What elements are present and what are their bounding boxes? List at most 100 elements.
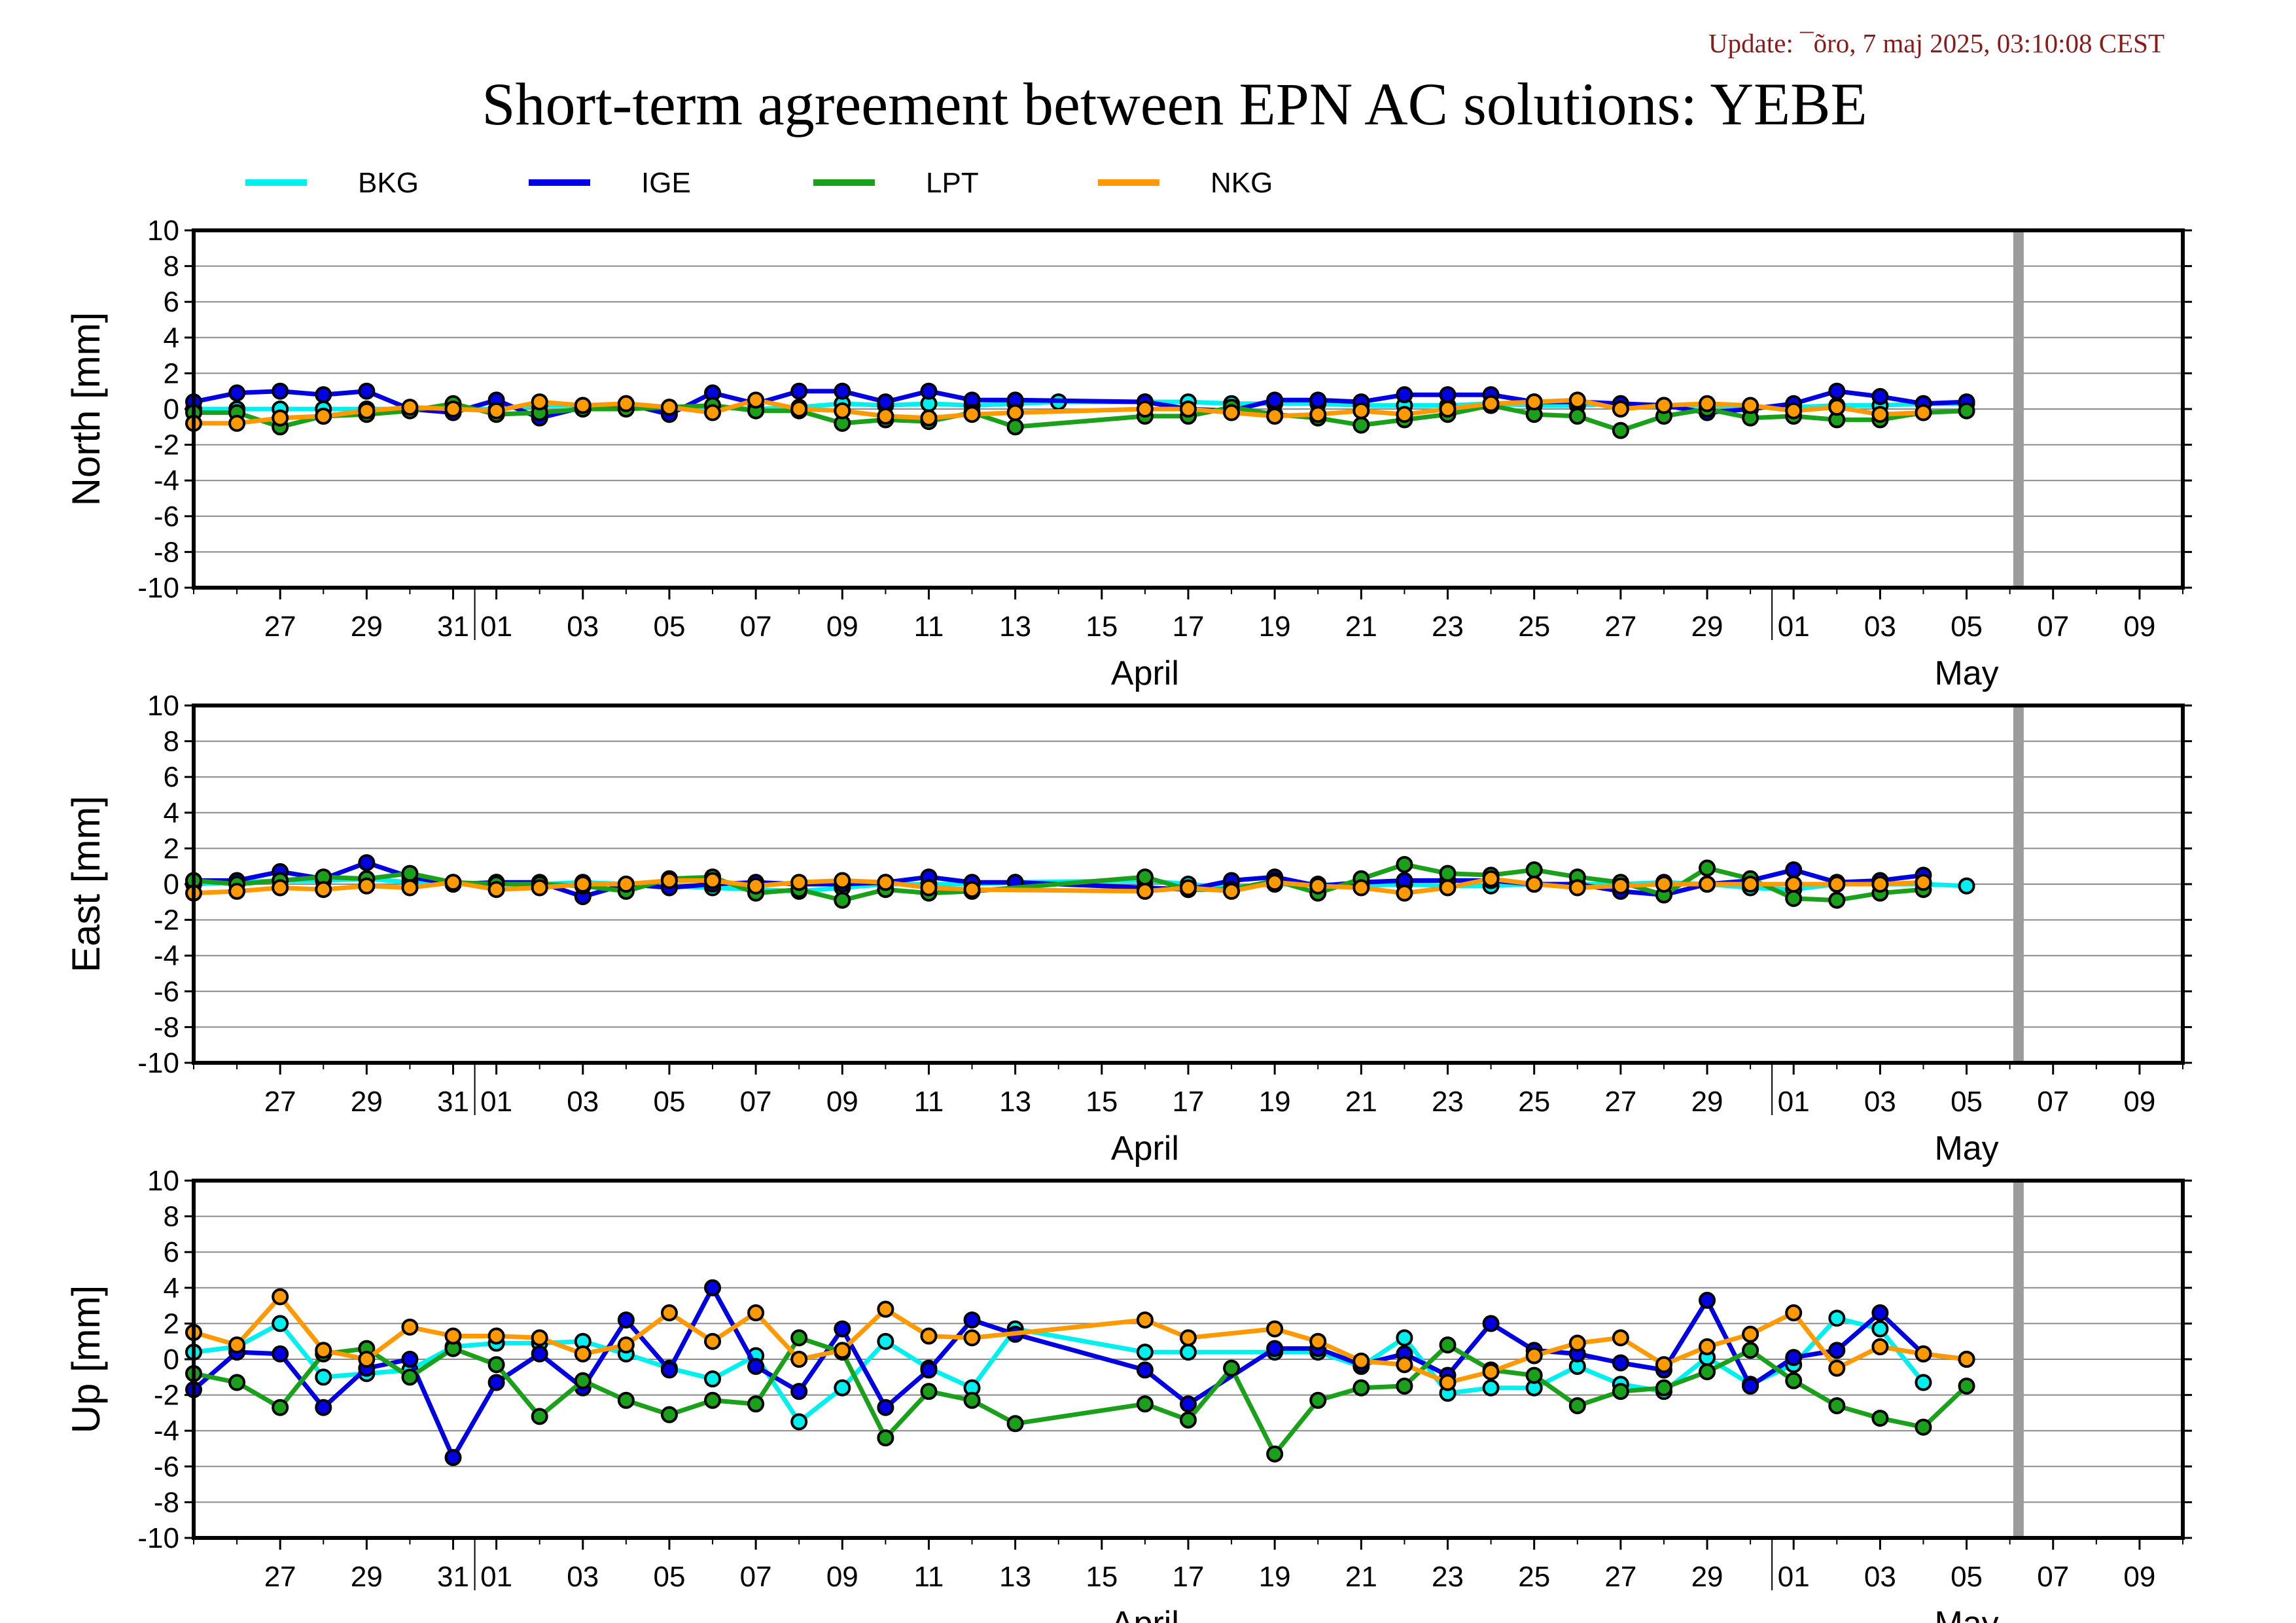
panel-north: -10 -8-6 -4 -2 0 24 68 10 North [mm] 27 29 31 01 03 05… [64,215,2192,692]
series-lpt [185,1329,1975,1463]
data-point [487,1327,505,1345]
chart-title: Short-term agreement between EPN AC solu… [482,71,1867,137]
y-tick-label: 4 [164,797,179,829]
y-tick-label: 0 [164,868,179,901]
plot-frame [192,1179,2185,1540]
data-point [1352,879,1370,897]
y-tick-label: 6 [164,761,179,793]
data-point [1439,386,1457,404]
data-point [487,1356,505,1374]
data-point [1785,889,1803,907]
data-point [963,881,981,899]
data-point [228,1374,246,1391]
x-tick-label: 29 [1691,1561,1723,1593]
y-tick-label: -2 [154,429,179,461]
x-tick-label: 17 [1173,1561,1205,1593]
data-point [574,1345,592,1363]
x-tick-label: 23 [1432,611,1464,643]
data-point [920,382,938,400]
panel-up: -10 -8-6 -4-2 0 2 4 68 10 Up [mm] 27 29 31 01 03 05 07 0… [64,1165,2192,1623]
data-point [747,1395,765,1413]
data-point [660,1304,678,1322]
plot-frame [192,704,2185,1065]
x-tick-label: 03 [1864,1561,1896,1593]
data-point [401,879,419,897]
data-point [1699,395,1716,412]
data-point [834,1320,851,1338]
data-point [272,1345,289,1363]
data-point [1828,891,1846,909]
series-nkg [185,1288,1975,1391]
data-point [1915,1345,1932,1363]
data-point [1006,1415,1024,1433]
data-point [1871,406,1889,423]
data-point [358,877,376,895]
data-point [1871,387,1889,405]
data-point [1612,421,1629,439]
legend-item-lpt: LPT [813,167,979,199]
data-point [1742,397,1759,414]
y-tick-label: -2 [154,1380,179,1412]
data-point [531,1408,548,1425]
data-point [1180,401,1197,418]
data-point [877,1399,894,1416]
data-point [272,1288,289,1306]
data-point [272,1315,289,1332]
data-point [1482,1315,1500,1332]
data-point [617,1391,635,1409]
data-point [1871,876,1889,893]
data-point [877,1429,894,1447]
data-point [790,1413,808,1431]
data-point [401,1318,419,1336]
y-tick-label: -10 [137,572,179,604]
data-point [877,393,894,411]
update-timestamp: Update: ¯õro, 7 maj 2025, 03:10:08 CEST [1708,28,2164,58]
month-label: April [1111,1605,1179,1623]
month-label: May [1934,1605,1998,1623]
x-tick-label: 01 [1778,1086,1810,1118]
data-point [1612,401,1629,418]
x-tick-label: 03 [1864,1086,1896,1118]
x-tick-label: 03 [567,1086,599,1118]
data-point [834,402,851,419]
data-point [1136,1395,1154,1413]
data-point [1568,1334,1586,1352]
data-point [1828,1310,1846,1327]
data-point [1006,418,1024,436]
data-point [617,1311,635,1329]
data-point [487,1374,505,1391]
y-axis-label: North [mm] [64,312,108,507]
data-point [1525,876,1543,893]
legend-label: IGE [641,167,691,199]
current-date-marker [2013,705,2024,1063]
y-tick-label: -4 [154,1415,179,1447]
data-point [790,874,808,891]
y-tick-label: -6 [154,501,179,533]
y-axis-label: East [mm] [64,796,108,972]
y-tick-label: 6 [164,1236,179,1268]
data-point [1180,1395,1197,1413]
data-point [1568,879,1586,897]
y-tick-label: -2 [154,904,179,936]
x-tick-label: 03 [1864,611,1896,643]
data-point [1482,1379,1500,1397]
data-point [1828,399,1846,416]
data-point [401,399,419,416]
data-point [358,382,376,400]
data-point [1612,877,1629,895]
x-tick-label: 11 [914,611,944,643]
x-tick-label: 11 [914,1561,944,1593]
y-tick-label: -6 [154,976,179,1008]
x-tick-label: 13 [999,611,1031,643]
data-point [1785,1304,1803,1322]
data-point [574,876,592,893]
x-tick-label: 13 [999,1086,1031,1118]
data-point [315,407,332,425]
data-point [1742,1342,1759,1359]
x-tick-label: 11 [914,1086,944,1118]
y-tick-label: 6 [164,286,179,318]
data-point [1699,859,1716,877]
x-tick-label: 21 [1345,1086,1377,1118]
data-point [1266,1445,1284,1463]
